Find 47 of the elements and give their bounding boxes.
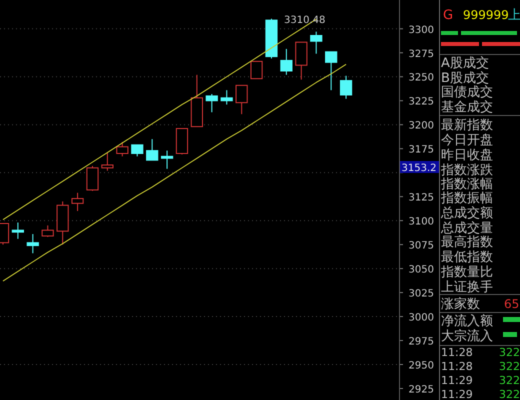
text: 指数涨跌 (440, 163, 493, 178)
text: 最高指数 (441, 234, 493, 250)
y-tick-label: 2925 (408, 384, 434, 396)
y-tick-label: 2950 (408, 360, 434, 372)
text: 322 (499, 388, 520, 400)
text: 昨日收盘 (441, 148, 493, 163)
text: 指数振幅 (440, 191, 493, 206)
y-tick-label: 3200 (408, 120, 434, 132)
text: 11:28 (441, 346, 473, 359)
text: 最低指数 (441, 250, 493, 265)
text: 总成交额 (440, 205, 493, 221)
text: 3153.2 (402, 163, 436, 174)
y-tick-label: 3300 (408, 24, 434, 36)
text: 总成交量 (440, 220, 493, 236)
text: 净流入额 (441, 313, 493, 329)
y-tick-label: 3000 (408, 312, 434, 324)
y-tick-label: 3050 (408, 264, 434, 276)
y-tick-label: 3100 (408, 216, 434, 228)
text: 65 (504, 297, 520, 311)
y-tick-label: 3250 (408, 72, 434, 84)
text: 11:28 (441, 360, 473, 373)
text: B股成交 (441, 70, 489, 86)
y-tick-label: 3025 (408, 288, 434, 300)
text: 322 (499, 374, 520, 387)
text: 322 (499, 346, 520, 359)
text: A股成交 (441, 55, 489, 71)
text: 322 (499, 360, 520, 373)
text: 大宗流入 (441, 328, 493, 344)
text: 最新指数 (441, 118, 493, 133)
text: 基金成交 (441, 99, 493, 115)
text: G (443, 8, 454, 23)
text: 11:29 (441, 374, 473, 387)
text: 今日开盘 (441, 133, 493, 148)
line-series (2, 64, 347, 282)
text: 指数涨幅 (440, 177, 493, 192)
y-tick-label: 3075 (408, 240, 434, 252)
y-tick-label: 3225 (408, 96, 434, 108)
text: 国债成交 (441, 84, 493, 100)
y-tick-label: 2975 (408, 336, 434, 348)
text: 上证换手 (441, 280, 493, 295)
text: 999999 (463, 8, 509, 22)
y-tick-label: 3175 (408, 144, 434, 156)
text: 涨家数 (441, 296, 480, 312)
text: 11:29 (441, 388, 473, 400)
text: 指数量比 (440, 265, 493, 280)
y-tick-label: 3275 (408, 48, 434, 60)
y-tick-label: 3125 (408, 192, 434, 204)
